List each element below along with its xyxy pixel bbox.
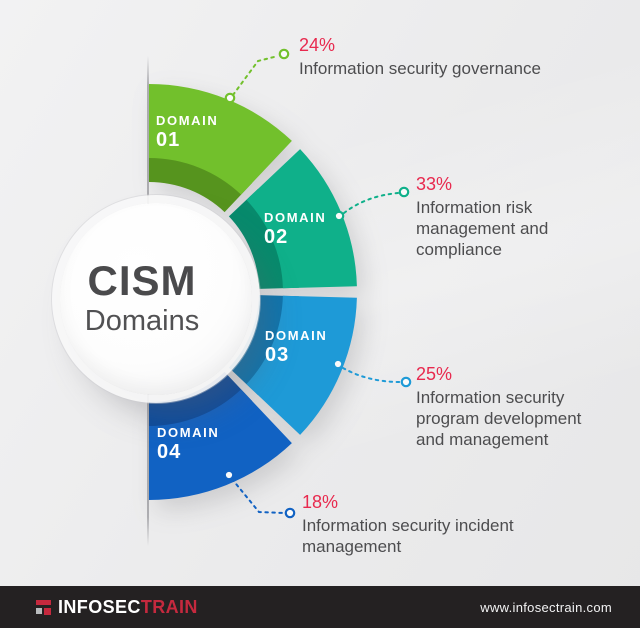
- infosectrain-logo: INFOSECTRAIN: [36, 597, 198, 618]
- footer-bar: INFOSECTRAIN www.infosectrain.com: [0, 586, 640, 628]
- callout-domain-04: 18% Information security incident manage…: [302, 492, 514, 557]
- percent-value: 24%: [299, 35, 336, 55]
- segment-label-domain-04: DOMAIN 04: [157, 425, 219, 464]
- logo-text-train: TRAIN: [140, 596, 198, 617]
- segment-label-domain-01: DOMAIN 01: [156, 113, 218, 152]
- chart-title: CISM: [87, 257, 197, 304]
- percent-description: Information security governance: [299, 59, 541, 78]
- logo-text-infosec: INFOSEC: [58, 596, 141, 617]
- percent-value: 18%: [302, 492, 339, 512]
- domain-number: 01: [156, 129, 181, 151]
- segment-label-domain-03: DOMAIN 03: [265, 328, 327, 367]
- chart-center-circle: CISM Domains: [60, 203, 252, 395]
- chart-center-text: CISM Domains: [85, 260, 199, 338]
- domain-number: 02: [264, 226, 289, 248]
- callout-domain-01: 24% Information security governance: [299, 35, 541, 79]
- infosectrain-logo-icon: [36, 599, 52, 615]
- percent-description: Information security program development…: [416, 388, 582, 449]
- logo-icon-square-gray: [36, 608, 42, 614]
- domain-word: DOMAIN: [156, 113, 219, 128]
- domain-word: DOMAIN: [264, 210, 327, 225]
- percent-description: Information security incident management: [302, 516, 514, 556]
- segment-label-domain-02: DOMAIN 02: [264, 210, 326, 249]
- percent-value: 25%: [416, 364, 453, 384]
- logo-icon-bar: [36, 600, 51, 605]
- logo-text: INFOSECTRAIN: [58, 597, 198, 618]
- logo-icon-square-red: [44, 608, 51, 615]
- domain-word: DOMAIN: [265, 328, 328, 343]
- callout-domain-02: 33% Information risk management and comp…: [416, 174, 548, 260]
- percent-value: 33%: [416, 174, 453, 194]
- chart-subtitle: Domains: [84, 305, 200, 337]
- percent-description: Information risk management and complian…: [416, 198, 549, 259]
- callout-domain-03: 25% Information security program develop…: [416, 364, 581, 450]
- website-url: www.infosectrain.com: [480, 599, 612, 615]
- domain-number: 04: [157, 441, 182, 463]
- domain-number: 03: [265, 344, 290, 366]
- domain-word: DOMAIN: [157, 425, 220, 440]
